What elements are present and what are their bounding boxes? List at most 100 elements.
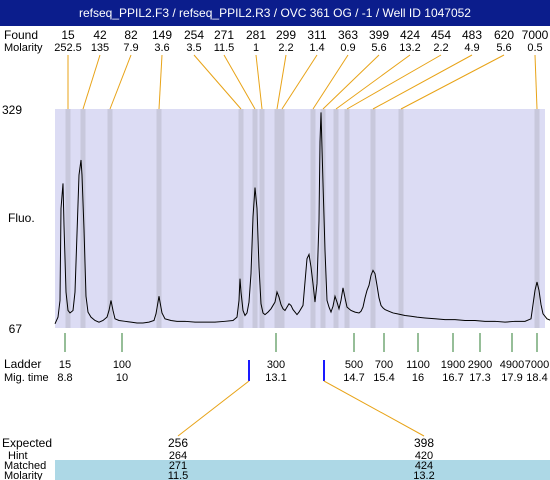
molarity-label: Molarity bbox=[4, 42, 43, 54]
found-molarity-value: 5.6 bbox=[371, 42, 386, 54]
ladder-time-value: 8.8 bbox=[57, 372, 72, 384]
expected-value: 256 bbox=[168, 436, 188, 450]
fluorescence-trace bbox=[54, 112, 550, 325]
found-connector bbox=[276, 54, 287, 110]
ladder-time-value: 14.7 bbox=[343, 372, 364, 384]
ladder-time-value: 17.3 bbox=[469, 372, 490, 384]
found-connector bbox=[534, 54, 538, 110]
found-size-value: 82 bbox=[124, 28, 138, 42]
found-molarity-value: 7.9 bbox=[123, 42, 138, 54]
found-size-value: 281 bbox=[246, 28, 266, 42]
matched-molarity-value: 11.5 bbox=[168, 470, 189, 480]
expected-value: 398 bbox=[414, 436, 434, 450]
found-size-value: 15 bbox=[61, 28, 75, 42]
found-size-value: 7000 bbox=[522, 28, 549, 42]
window-title: refseq_PPIL2.F3 / refseq_PPIL2.R3 / OVC … bbox=[0, 0, 550, 26]
found-connector bbox=[255, 54, 263, 110]
found-connector bbox=[158, 54, 163, 110]
found-connector bbox=[109, 54, 132, 110]
found-band bbox=[320, 109, 326, 328]
found-connector bbox=[281, 54, 318, 110]
found-connector bbox=[400, 54, 505, 110]
found-molarity-value: 11.5 bbox=[214, 42, 235, 54]
found-molarity-value: 252.5 bbox=[54, 42, 82, 54]
ladder-time-value: 15.4 bbox=[373, 372, 394, 384]
found-band bbox=[344, 109, 350, 328]
found-band bbox=[65, 109, 71, 328]
ladder-size-value: 300 bbox=[267, 359, 285, 371]
matched-value: 424 bbox=[415, 460, 433, 472]
ladder-time-value: 10 bbox=[116, 372, 128, 384]
found-molarity-value: 135 bbox=[91, 42, 109, 54]
ladder-size-value: 4900 bbox=[500, 359, 524, 371]
found-size-value: 620 bbox=[494, 28, 514, 42]
found-band bbox=[107, 109, 113, 328]
ladder-size-value: 2900 bbox=[468, 359, 492, 371]
found-band bbox=[259, 109, 265, 328]
matched-label: Matched bbox=[4, 460, 46, 472]
found-molarity-value: 2.2 bbox=[433, 42, 448, 54]
ladder-time-value: 13.1 bbox=[265, 372, 286, 384]
hint-value: 264 bbox=[169, 450, 187, 462]
found-size-value: 311 bbox=[307, 28, 326, 42]
ladder-time-value: 16 bbox=[412, 372, 424, 384]
found-size-value: 299 bbox=[276, 28, 296, 42]
found-molarity-value: 0.5 bbox=[527, 42, 542, 54]
found-band bbox=[310, 109, 316, 328]
found-connector bbox=[193, 54, 242, 110]
found-band bbox=[370, 109, 376, 328]
found-band bbox=[238, 109, 244, 328]
found-band bbox=[156, 109, 162, 328]
found-size-value: 149 bbox=[152, 28, 172, 42]
ladder-time-value: 17.9 bbox=[501, 372, 522, 384]
found-size-value: 424 bbox=[400, 28, 420, 42]
matched-molarity-highlight bbox=[55, 460, 550, 480]
ladder-time-value: 18.4 bbox=[526, 372, 547, 384]
hint-label: Hint bbox=[8, 450, 28, 462]
found-molarity-value: 13.2 bbox=[399, 42, 420, 54]
found-band bbox=[274, 109, 280, 328]
y-min-tick: 67 bbox=[9, 322, 23, 336]
ladder-size-value: 7000 bbox=[525, 359, 549, 371]
found-connector bbox=[82, 54, 101, 110]
ladder-size-value: 1100 bbox=[406, 359, 430, 371]
found-molarity-value: 4.9 bbox=[464, 42, 479, 54]
found-band bbox=[333, 109, 339, 328]
hint-value: 420 bbox=[415, 450, 433, 462]
expected-connector bbox=[177, 380, 250, 437]
ladder-size-value: 700 bbox=[375, 359, 393, 371]
matched-molarity-value: 13.2 bbox=[413, 470, 434, 480]
expected-label: Expected bbox=[2, 436, 52, 450]
matched-value: 271 bbox=[169, 460, 187, 472]
found-band bbox=[80, 109, 86, 328]
found-molarity-value: 0.9 bbox=[340, 42, 355, 54]
found-band bbox=[252, 109, 258, 328]
found-molarity-value: 5.6 bbox=[496, 42, 511, 54]
ladder-label: Ladder bbox=[4, 357, 41, 371]
found-band bbox=[279, 109, 285, 328]
plot-area bbox=[55, 109, 545, 328]
expected-connector bbox=[323, 380, 425, 437]
found-size-value: 399 bbox=[369, 28, 389, 42]
ladder-size-value: 1900 bbox=[441, 359, 465, 371]
found-molarity-value: 1.4 bbox=[309, 42, 324, 54]
y-max-tick: 329 bbox=[2, 103, 22, 117]
found-connector bbox=[312, 54, 349, 110]
molarity-bottom-label: Molarity bbox=[4, 470, 43, 480]
ladder-time-value: 16.7 bbox=[442, 372, 463, 384]
found-molarity-value: 3.6 bbox=[154, 42, 169, 54]
found-size-value: 254 bbox=[184, 28, 204, 42]
found-size-value: 454 bbox=[431, 28, 451, 42]
found-molarity-value: 2.2 bbox=[278, 42, 293, 54]
found-connector bbox=[322, 54, 380, 110]
found-connector bbox=[372, 54, 473, 110]
fluo-axis-label: Fluo. bbox=[8, 211, 35, 225]
found-size-value: 271 bbox=[214, 28, 234, 42]
found-connector bbox=[335, 54, 411, 110]
mig-time-label: Mig. time bbox=[4, 372, 49, 384]
ladder-size-value: 500 bbox=[345, 359, 363, 371]
found-connector bbox=[346, 54, 442, 110]
found-connector bbox=[223, 54, 256, 110]
found-size-value: 363 bbox=[338, 28, 358, 42]
